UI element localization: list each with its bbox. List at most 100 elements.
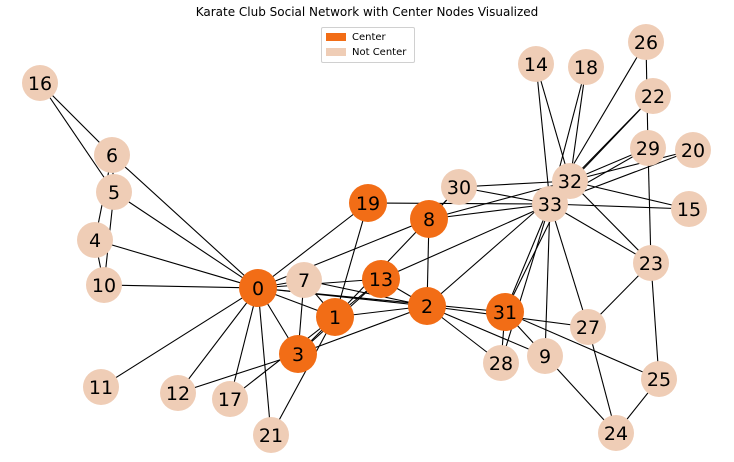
node-27: 27 [570, 309, 606, 345]
node-label-9: 9 [539, 346, 551, 368]
node-9: 9 [527, 338, 563, 374]
edge-8-33 [428, 203, 551, 220]
center-node-circle-8 [410, 200, 448, 238]
node-0: 0 [239, 269, 277, 307]
edge-0-4 [94, 239, 259, 289]
node-label-15: 15 [677, 199, 701, 221]
not-center-node-circle-11 [83, 369, 119, 405]
node-11: 11 [83, 369, 119, 405]
center-node-circle-2 [408, 287, 446, 325]
node-24: 24 [598, 415, 634, 451]
node-label-10: 10 [92, 275, 116, 297]
legend-label-not-center: Not Center [352, 46, 407, 58]
node-label-1: 1 [329, 307, 341, 329]
not-center-node-circle-24 [598, 415, 634, 451]
edge-1-21 [270, 316, 336, 436]
node-label-16: 16 [28, 73, 52, 95]
edge-9-33 [544, 203, 551, 357]
not-center-node-circle-20 [675, 132, 711, 168]
node-13: 13 [362, 260, 400, 298]
not-center-node-circle-29 [630, 130, 666, 166]
center-node-circle-31 [486, 293, 524, 331]
node-label-20: 20 [681, 140, 705, 162]
node-33: 33 [532, 186, 568, 222]
node-label-22: 22 [641, 86, 665, 108]
edge-0-12 [177, 287, 259, 394]
not-center-node-circle-26 [628, 24, 664, 60]
node-label-25: 25 [647, 369, 671, 391]
figure-title: Karate Club Social Network with Center N… [195, 5, 539, 19]
not-center-node-circle-16 [22, 65, 58, 101]
node-5: 5 [96, 174, 132, 210]
edge-2-3 [297, 305, 428, 355]
edge-24-31 [504, 311, 617, 434]
not-center-node-circle-10 [86, 267, 122, 303]
node-31: 31 [486, 293, 524, 331]
node-19: 19 [349, 184, 387, 222]
edge-23-25 [650, 262, 660, 380]
not-center-node-circle-7 [286, 262, 322, 298]
edge-14-32 [535, 63, 571, 182]
node-label-13: 13 [369, 269, 393, 291]
node-label-33: 33 [538, 194, 562, 216]
edge-0-8 [257, 218, 430, 289]
node-label-6: 6 [106, 145, 118, 167]
not-center-node-circle-4 [77, 222, 113, 258]
node-20: 20 [675, 132, 711, 168]
node-15: 15 [671, 191, 707, 227]
node-1: 1 [316, 298, 354, 336]
not-center-node-circle-18 [568, 49, 604, 85]
node-label-30: 30 [447, 177, 471, 199]
not-center-node-circle-27 [570, 309, 606, 345]
edge-3-12 [177, 353, 299, 394]
legend-item-not-center: Not Center [326, 46, 406, 58]
center-node-circle-1 [316, 298, 354, 336]
node-label-27: 27 [576, 317, 600, 339]
node-21: 21 [253, 417, 289, 453]
not-center-node-circle-23 [633, 245, 669, 281]
center-node-circle-3 [279, 335, 317, 373]
not-center-node-circle-21 [253, 417, 289, 453]
legend-swatch-center [326, 33, 346, 41]
node-29: 29 [630, 130, 666, 166]
edge-23-32 [569, 180, 652, 264]
edge-30-32 [458, 180, 571, 188]
edge-0-5 [113, 191, 259, 289]
edge-20-32 [569, 149, 694, 182]
legend: Center Not Center [321, 27, 415, 63]
node-14: 14 [518, 46, 554, 82]
edge-13-33 [380, 203, 551, 280]
node-label-32: 32 [558, 171, 582, 193]
node-label-19: 19 [356, 193, 380, 215]
edge-15-33 [549, 203, 690, 210]
edge-23-33 [549, 203, 652, 264]
node-label-18: 18 [574, 57, 598, 79]
not-center-node-circle-12 [160, 375, 196, 411]
node-label-7: 7 [298, 270, 310, 292]
not-center-node-circle-33 [532, 186, 568, 222]
legend-swatch-not-center [326, 48, 346, 56]
node-23: 23 [633, 245, 669, 281]
node-6: 6 [94, 137, 130, 173]
node-3: 3 [279, 335, 317, 373]
node-30: 30 [441, 169, 477, 205]
node-17: 17 [212, 381, 248, 417]
edge-27-33 [549, 203, 589, 328]
edge-25-31 [504, 311, 660, 380]
node-label-23: 23 [639, 253, 663, 275]
node-label-12: 12 [166, 383, 190, 405]
not-center-node-circle-30 [441, 169, 477, 205]
node-label-17: 17 [218, 389, 242, 411]
node-label-8: 8 [423, 209, 435, 231]
node-label-24: 24 [604, 423, 628, 445]
node-label-31: 31 [493, 302, 517, 324]
edge-28-33 [500, 203, 551, 364]
edge-24-27 [587, 326, 617, 434]
edge-2-9 [426, 305, 546, 357]
node-label-14: 14 [524, 54, 548, 76]
node-label-5: 5 [108, 182, 120, 204]
edge-18-32 [569, 66, 587, 182]
node-25: 25 [641, 361, 677, 397]
not-center-node-circle-25 [641, 361, 677, 397]
